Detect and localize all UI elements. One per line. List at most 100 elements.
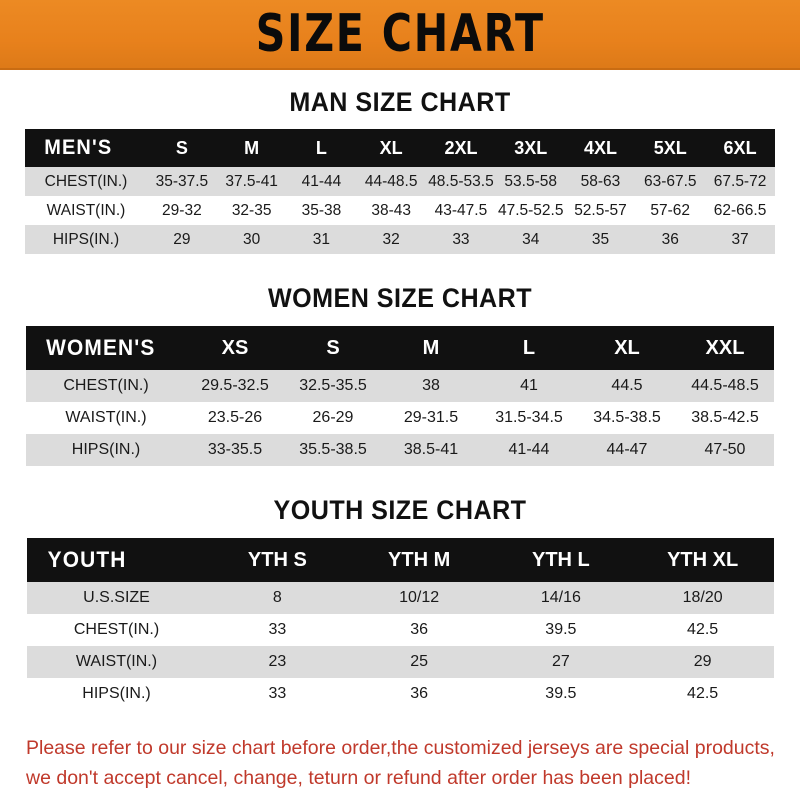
youth-size-table: YOUTH YTH S YTH M YTH L YTH XL U.S.SIZE 8 10/12… [26, 538, 774, 710]
measurement-cell: 35-37.5 [147, 167, 217, 196]
measurement-cell: 39.5 [490, 614, 632, 646]
measurement-cell: 32.5-35.5 [284, 370, 382, 402]
man-column-header-2xl: 2XL [444, 137, 478, 158]
man-column-header-s: S [175, 137, 188, 158]
youth-column-header-yth-xl: YTH XL [667, 548, 739, 571]
measurement-cell: 53.5-58 [495, 167, 566, 196]
measurement-cell: 42.5 [631, 614, 774, 646]
measurement-cell: 32-35 [216, 196, 287, 225]
man-table-corner-label: MEN'S [44, 136, 113, 159]
table-row: CHEST(IN.) 33 36 39.5 42.5 [26, 614, 774, 646]
table-row: WAIST(IN.) 23 25 27 29 [26, 646, 774, 678]
man-table-header-row: MEN'S S M L XL 2XL 3XL 4XL 5XL 6XL [25, 129, 775, 167]
youth-row-label: HIPS(IN.) [26, 678, 207, 710]
measurement-cell: 47-50 [676, 434, 774, 466]
youth-row-label: U.S.SIZE [26, 582, 207, 614]
women-row-label: CHEST(IN.) [26, 370, 186, 402]
measurement-cell: 23 [206, 646, 349, 678]
order-policy-line-1: Please refer to our size chart before or… [26, 737, 775, 759]
women-column-header-xl: XL [614, 336, 640, 359]
measurement-cell: 32 [356, 225, 427, 254]
women-row-label: HIPS(IN.) [26, 434, 186, 466]
man-column-header-6xl: 6XL [723, 137, 757, 158]
order-policy-note: Please refer to our size chart before or… [0, 733, 800, 793]
measurement-cell: 29 [147, 225, 217, 254]
measurement-cell: 27 [490, 646, 632, 678]
measurement-cell: 38.5-42.5 [676, 402, 774, 434]
measurement-cell: 43-47.5 [426, 196, 496, 225]
youth-table-corner-label: YOUTH [47, 547, 126, 572]
women-table-body: WOMEN'S XS S M L XL XXL CHEST(IN.) 29.5-32.5 32.5… [26, 326, 774, 466]
measurement-cell: 36 [348, 678, 490, 710]
measurement-cell: 31 [286, 225, 357, 254]
measurement-cell: 33 [426, 225, 496, 254]
measurement-cell: 35-38 [286, 196, 357, 225]
man-column-header-3xl: 3XL [514, 137, 548, 158]
measurement-cell: 52.5-57 [565, 196, 636, 225]
measurement-cell: 37.5-41 [216, 167, 287, 196]
measurement-cell: 39.5 [490, 678, 632, 710]
measurement-cell: 29.5-32.5 [186, 370, 284, 402]
order-policy-line-2: we don't accept cancel, change, teturn o… [26, 767, 691, 790]
table-row: U.S.SIZE 8 10/12 14/16 18/20 [26, 582, 774, 614]
man-row-label: CHEST(IN.) [25, 167, 147, 196]
measurement-cell: 41-44 [286, 167, 357, 196]
measurement-cell: 33 [206, 614, 349, 646]
measurement-cell: 41 [480, 370, 578, 402]
measurement-cell: 44.5 [578, 370, 676, 402]
measurement-cell: 34 [495, 225, 566, 254]
man-column-header-5xl: 5XL [653, 137, 687, 158]
measurement-cell: 26-29 [284, 402, 382, 434]
measurement-cell: 67.5-72 [705, 167, 775, 196]
youth-table-body: YOUTH YTH S YTH M YTH L YTH XL U.S.SIZE 8 10/12… [26, 538, 774, 710]
man-column-header-4xl: 4XL [583, 137, 617, 158]
table-row: CHEST(IN.) 35-37.5 37.5-41 41-44 44-48.5 48.5… [25, 167, 775, 196]
youth-table-underline [26, 710, 774, 717]
measurement-cell: 33 [206, 678, 349, 710]
women-row-label: WAIST(IN.) [26, 402, 186, 434]
women-column-header-xxl: XXL [705, 336, 745, 359]
table-row: HIPS(IN.) 33 36 39.5 42.5 [26, 678, 774, 710]
women-column-header-s: S [326, 336, 340, 359]
measurement-cell: 38-43 [356, 196, 427, 225]
table-row: CHEST(IN.) 29.5-32.5 32.5-35.5 38 41 44.5 44.5… [26, 370, 774, 402]
man-table-underline [25, 254, 775, 261]
measurement-cell: 29 [631, 646, 774, 678]
youth-column-header-yth-s: YTH S [247, 548, 307, 571]
women-size-table: WOMEN'S XS S M L XL XXL CHEST(IN.) 29.5-32.5 32.5… [26, 326, 774, 466]
table-row: WAIST(IN.) 23.5-26 26-29 29-31.5 31.5-34.5 34… [26, 402, 774, 434]
youth-size-table-wrapper: YOUTH YTH S YTH M YTH L YTH XL U.S.SIZE 8 10/12… [26, 538, 774, 717]
section-title-man: MAN SIZE CHART [289, 87, 511, 117]
measurement-cell: 41-44 [480, 434, 578, 466]
banner-title: SIZE CHART [255, 4, 545, 64]
man-column-header-m: M [244, 137, 260, 158]
man-row-label: HIPS(IN.) [25, 225, 147, 254]
measurement-cell: 62-66.5 [705, 196, 775, 225]
women-table-corner-label: WOMEN'S [46, 335, 156, 360]
youth-table-header-row: YOUTH YTH S YTH M YTH L YTH XL [26, 538, 774, 582]
measurement-cell: 29-31.5 [382, 402, 480, 434]
measurement-cell: 58-63 [565, 167, 636, 196]
measurement-cell: 25 [348, 646, 490, 678]
size-chart-banner: SIZE CHART [0, 0, 800, 70]
table-row: WAIST(IN.) 29-32 32-35 35-38 38-43 43-47.5 47.… [25, 196, 775, 225]
measurement-cell: 44-47 [578, 434, 676, 466]
measurement-cell: 44-48.5 [356, 167, 427, 196]
measurement-cell: 30 [216, 225, 287, 254]
youth-row-label: WAIST(IN.) [26, 646, 207, 678]
measurement-cell: 37 [705, 225, 775, 254]
table-row: HIPS(IN.) 29 30 31 32 33 34 35 36 37 [25, 225, 775, 254]
measurement-cell: 48.5-53.5 [426, 167, 496, 196]
women-table-underline [26, 466, 774, 473]
measurement-cell: 47.5-52.5 [495, 196, 566, 225]
section-title-women: WOMEN SIZE CHART [267, 283, 533, 313]
section-title-youth: YOUTH SIZE CHART [273, 495, 527, 525]
measurement-cell: 36 [348, 614, 490, 646]
measurement-cell: 35 [565, 225, 636, 254]
man-size-table: MEN'S S M L XL 2XL 3XL 4XL 5XL 6XL CHEST(IN.) 35-37… [25, 129, 775, 254]
measurement-cell: 42.5 [631, 678, 774, 710]
measurement-cell: 23.5-26 [186, 402, 284, 434]
measurement-cell: 10/12 [348, 582, 490, 614]
man-column-header-l: L [315, 137, 327, 158]
women-size-table-wrapper: WOMEN'S XS S M L XL XXL CHEST(IN.) 29.5-32.5 32.5… [26, 326, 774, 473]
